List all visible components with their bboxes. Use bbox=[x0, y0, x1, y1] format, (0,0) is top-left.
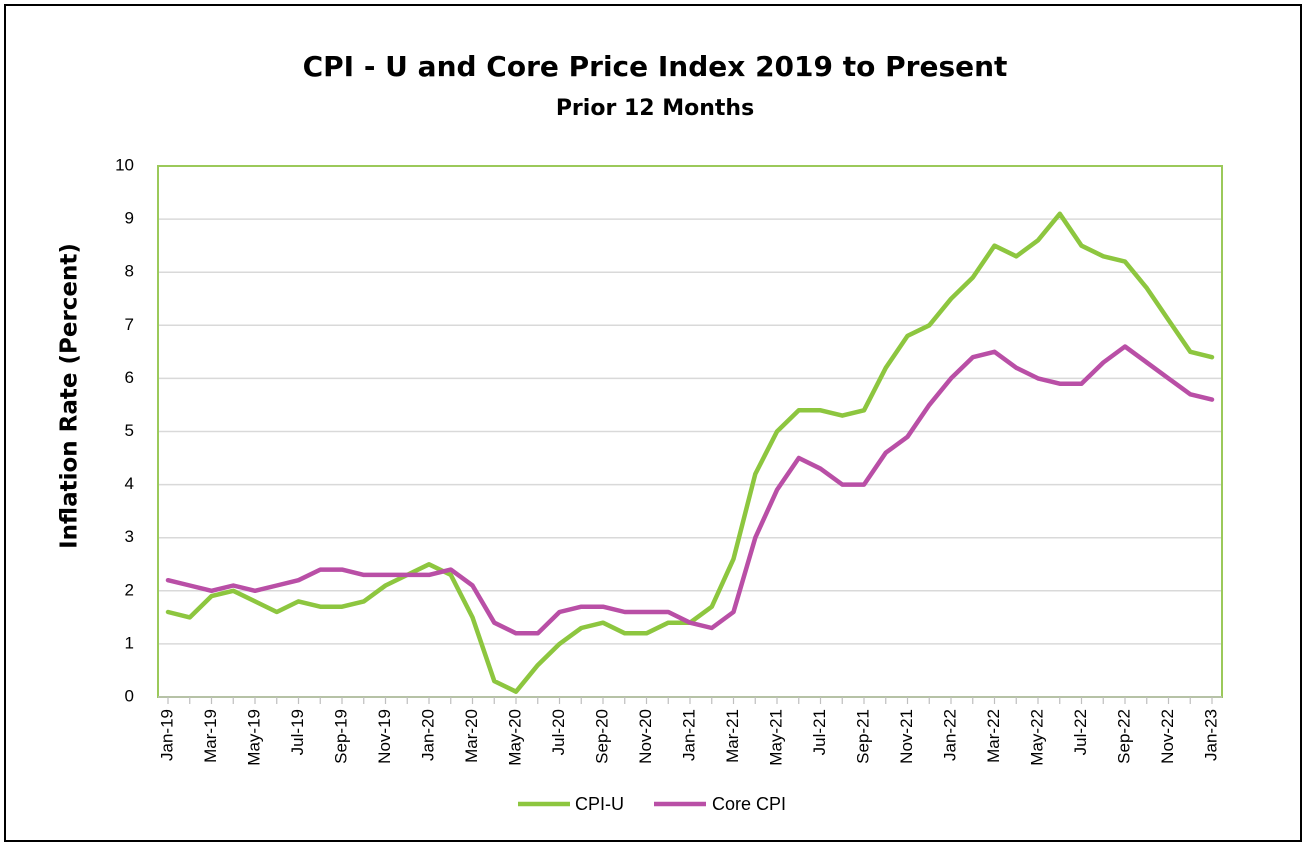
x-tick-label: May-22 bbox=[1027, 709, 1046, 766]
x-axis: Jan-19 Mar-19 May-19 Jul-19 Sep-19 Nov-19 Jan-… bbox=[157, 696, 1222, 766]
y-tick-label: 4 bbox=[125, 474, 134, 493]
x-tick-label: Jan-19 bbox=[157, 709, 176, 761]
x-tick-label: May-20 bbox=[505, 709, 524, 766]
y-tick-label: 9 bbox=[125, 209, 134, 228]
series-line-cpi-u bbox=[165, 211, 1215, 694]
x-tick-label: Jul-22 bbox=[1071, 709, 1090, 755]
x-tick-label: Jan-21 bbox=[679, 709, 698, 761]
chart-title: CPI - U and Core Price Index 2019 to Pre… bbox=[302, 50, 1008, 83]
y-tick-label: 2 bbox=[125, 580, 134, 599]
x-tick-label: Jul-21 bbox=[810, 709, 829, 755]
x-tick-label: Nov-21 bbox=[897, 709, 916, 764]
y-axis-ticks: 0 1 2 3 4 5 6 7 8 9 10 bbox=[115, 155, 134, 705]
x-tick-label: Sep-19 bbox=[331, 709, 350, 764]
y-tick-label: 5 bbox=[125, 421, 134, 440]
x-tick-label: Mar-20 bbox=[462, 709, 481, 763]
x-tick-label: Mar-22 bbox=[984, 709, 1003, 763]
series-line-core-cpi bbox=[165, 344, 1215, 636]
y-tick-label: 10 bbox=[115, 155, 134, 174]
x-tick-label: Nov-22 bbox=[1158, 709, 1177, 764]
x-tick-label: Jan-22 bbox=[940, 709, 959, 761]
x-tick-label: Sep-22 bbox=[1114, 709, 1133, 764]
x-tick-label: May-19 bbox=[244, 709, 263, 766]
gridlines bbox=[158, 218, 1222, 645]
x-tick-label: Jan-23 bbox=[1201, 709, 1220, 761]
x-tick-label: Sep-21 bbox=[853, 709, 872, 764]
y-axis-label: Inflation Rate (Percent) bbox=[57, 243, 83, 549]
y-tick-label: 0 bbox=[125, 686, 134, 705]
chart-subtitle: Prior 12 Months bbox=[555, 96, 755, 121]
x-tick-label: Sep-20 bbox=[592, 709, 611, 764]
y-tick-label: 3 bbox=[125, 527, 134, 546]
x-tick-label: Jul-20 bbox=[549, 709, 568, 755]
x-tick-label: Nov-20 bbox=[636, 709, 655, 764]
legend-label-core-cpi: Core CPI bbox=[712, 794, 786, 814]
y-tick-label: 6 bbox=[125, 368, 134, 387]
y-tick-label: 1 bbox=[125, 633, 134, 652]
series-lines bbox=[165, 211, 1215, 694]
x-tick-label: Mar-19 bbox=[201, 709, 220, 763]
x-tick-label: May-21 bbox=[766, 709, 785, 766]
chart-frame bbox=[4, 4, 1302, 842]
x-tick-label: Nov-19 bbox=[375, 709, 394, 764]
y-tick-label: 8 bbox=[125, 262, 134, 281]
y-tick-label: 7 bbox=[125, 315, 134, 334]
x-tick-label: Jul-19 bbox=[288, 709, 307, 755]
legend: CPI-U Core CPI bbox=[518, 794, 786, 814]
x-tick-label: Jan-20 bbox=[418, 709, 437, 761]
x-tick-label: Mar-21 bbox=[723, 709, 742, 763]
legend-label-cpi-u: CPI-U bbox=[575, 794, 624, 814]
